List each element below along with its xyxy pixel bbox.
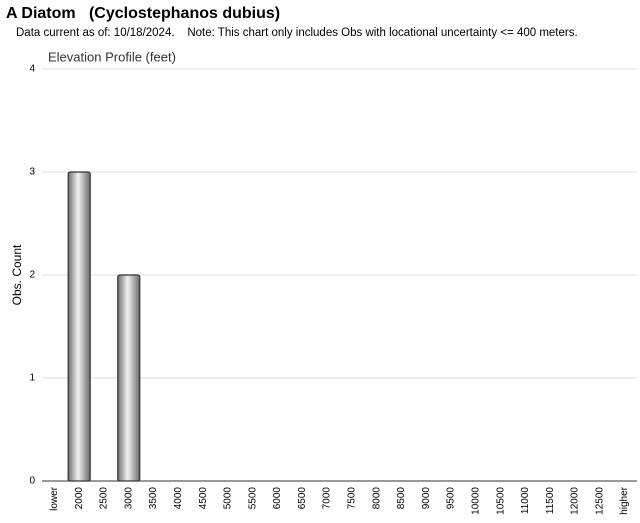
x-tick-label: 7500 [347,487,358,510]
x-tick-label: higher [619,486,630,514]
x-tick-label: 5500 [247,487,258,510]
x-tick-label: lower [49,486,60,511]
x-tick-label: 12500 [594,487,605,515]
x-tick-label: 4500 [198,487,209,510]
x-tick-label: 3500 [148,487,159,510]
y-tick-label: 0 [29,476,35,487]
x-tick-label: 11500 [545,487,556,515]
chart-title: Elevation Profile (feet) [48,49,176,64]
x-tick-label: 6000 [272,487,283,510]
bar [117,274,141,482]
bar [67,171,91,482]
x-tick-label: 5000 [223,487,234,510]
x-tick-label: 10000 [470,487,481,515]
y-axis-label: Obs. Count [10,244,24,305]
y-tick-label: 2 [29,270,35,281]
x-tick-label: 9500 [446,487,457,510]
x-tick-label: 8000 [371,487,382,510]
y-tick-label: 3 [29,167,35,178]
subtitle: Data current as of: 10/18/2024. Note: Th… [16,27,578,39]
y-tick-label: 1 [29,373,35,384]
x-tick-label: 6500 [297,487,308,510]
x-tick-label: 7000 [322,487,333,510]
x-tick-label: 9000 [421,487,432,510]
x-tick-label: 10500 [495,487,506,515]
x-tick-label: 11000 [520,487,531,515]
x-tick-label: 8500 [396,487,407,510]
x-tick-label: 3000 [123,487,134,510]
x-tick-label: 4000 [173,487,184,510]
x-tick-label: 2500 [99,487,110,510]
y-tick-label: 4 [29,64,35,75]
x-tick-label: 2000 [74,487,85,510]
page-title: A Diatom (Cyclostephanos dubius) [6,5,280,22]
x-tick-label: 12000 [570,487,581,515]
